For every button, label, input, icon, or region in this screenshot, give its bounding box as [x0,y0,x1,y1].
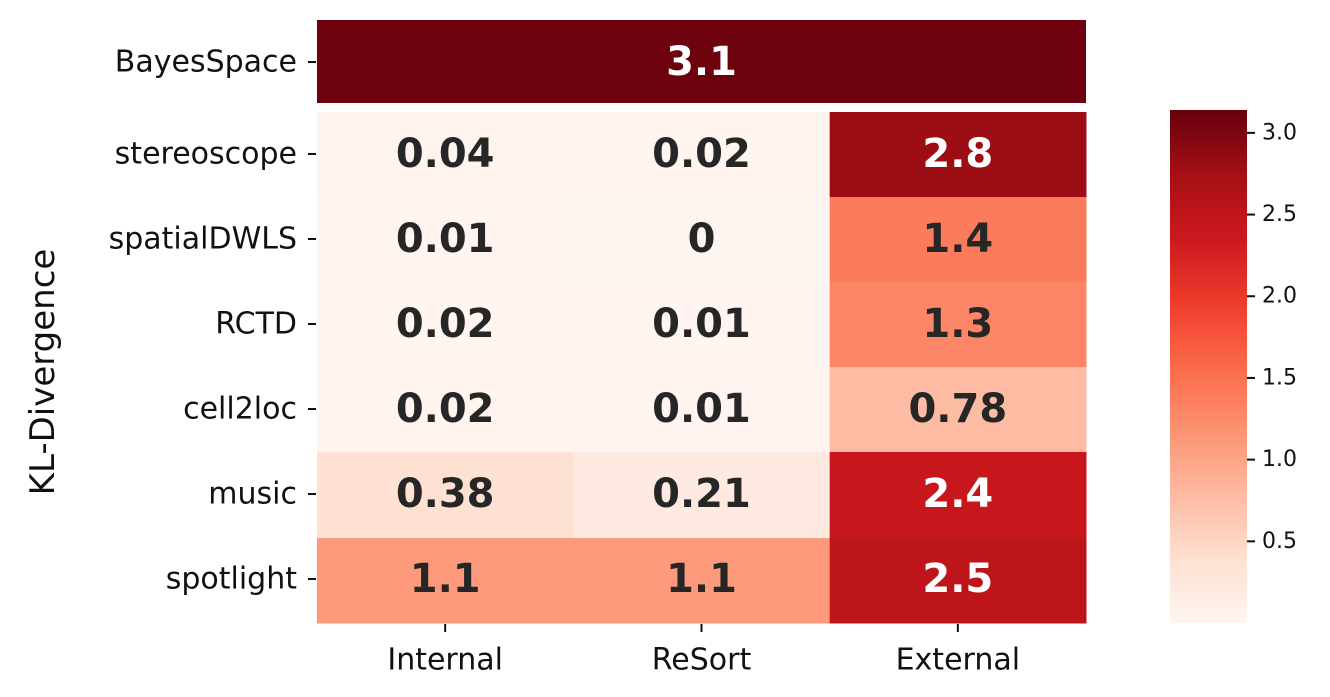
colorbar-gradient [1170,110,1247,623]
cell-label-spatialdwls-internal: 0.01 [396,216,495,262]
heatmap-cell-labels: 3.1 0.04 0.02 2.8 0.01 0 1.4 0.02 0.01 1.3 0.02 0.0… [396,39,1007,602]
cell-spatialdwls-external [829,197,1087,283]
cell-rctd-external [829,282,1087,368]
cell-rctd-internal [317,282,574,368]
cell-label-stereoscope-internal: 0.04 [396,131,495,177]
cell-spotlight-external [829,538,1087,624]
cell-label-spotlight-external: 2.5 [922,556,993,602]
cell-music-external [829,452,1087,539]
cell-label-rctd-internal: 0.02 [396,301,495,347]
cell-label-bayesspace: 3.1 [666,39,737,85]
col-label-resort: ReSort [652,643,752,678]
col-label-internal: Internal [387,643,503,678]
colorbar-tick-label: 2.0 [1262,284,1297,309]
colorbar: 0.5 1.0 1.5 2.0 2.5 3.0 [1170,110,1297,623]
cell-rctd-resort [573,282,831,368]
cell-cell2loc-internal [317,367,574,453]
cell-label-spotlight-resort: 1.1 [666,556,737,602]
cell-music-resort [573,452,831,539]
colorbar-tick-label: 1.5 [1262,365,1297,390]
colorbar-tick-label: 3.0 [1262,120,1297,145]
cell-spatialdwls-resort [573,197,831,283]
cell-spatialdwls-internal [317,197,574,283]
cell-music-internal [317,452,574,539]
cell-cell2loc-resort [573,367,831,453]
colorbar-tick-label: 2.5 [1262,202,1297,227]
cell-label-music-internal: 0.38 [396,471,495,517]
cell-label-music-external: 2.4 [922,471,993,517]
col-label-external: External [896,643,1020,678]
cell-label-spotlight-internal: 1.1 [410,556,481,602]
cell-spotlight-resort [573,538,831,624]
cell-cell2loc-external [829,367,1087,453]
row-label-bayesspace: BayesSpace [115,45,297,80]
cell-label-cell2loc-external: 0.78 [908,386,1007,432]
cell-label-stereoscope-external: 2.8 [922,131,993,177]
colorbar-tick-label: 0.5 [1262,529,1297,554]
row-label-music: music [208,477,297,512]
cell-label-spatialdwls-resort: 0 [688,216,716,262]
row-label-spotlight: spotlight [166,562,298,597]
column-axis: Internal ReSort External [387,624,1020,678]
row-label-stereoscope: stereoscope [115,137,297,172]
cell-label-cell2loc-internal: 0.02 [396,386,495,432]
cell-label-rctd-external: 1.3 [922,301,993,347]
cell-label-cell2loc-resort: 0.01 [652,386,751,432]
cell-stereoscope-resort [573,112,831,198]
cell-label-stereoscope-resort: 0.02 [652,131,751,177]
cell-label-spatialdwls-external: 1.4 [922,216,993,262]
y-axis-title: KL-Divergence [23,249,63,496]
row-axis: BayesSpace stereoscope spatialDWLS RCTD cell… [109,45,316,597]
row-label-spatialdwls: spatialDWLS [109,222,297,257]
cell-spotlight-internal [317,538,574,624]
row-label-cell2loc: cell2loc [183,392,297,427]
heatmap-cells [317,20,1087,624]
cell-stereoscope-internal [317,112,574,198]
cell-label-music-resort: 0.21 [652,471,751,517]
cell-bayesspace [317,20,1086,103]
cell-stereoscope-external [829,112,1087,198]
row-label-rctd: RCTD [215,307,297,342]
colorbar-tick-label: 1.0 [1262,447,1297,472]
cell-label-rctd-resort: 0.01 [652,301,751,347]
